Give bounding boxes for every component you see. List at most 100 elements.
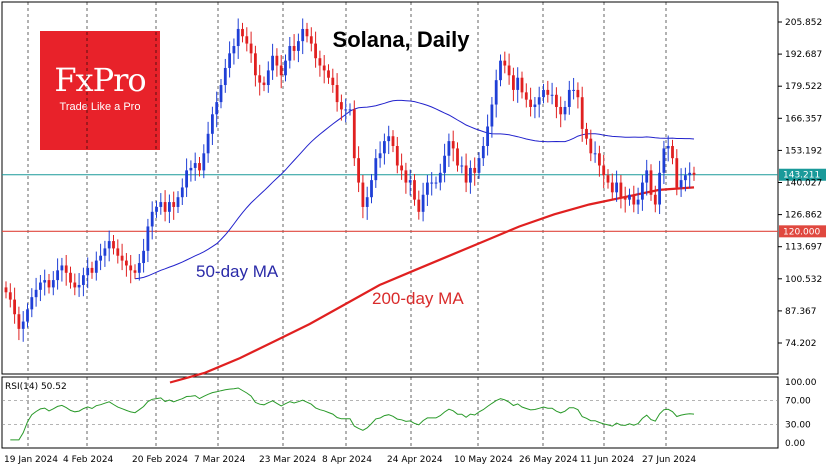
candle-body-down bbox=[305, 28, 309, 37]
candle-body-down bbox=[262, 82, 266, 86]
candle-body-up bbox=[176, 197, 180, 207]
rsi-label: RSI(14) 50.52 bbox=[5, 382, 67, 392]
candle-body-up bbox=[60, 265, 64, 271]
candle-body-down bbox=[675, 158, 679, 188]
candle-body-up bbox=[103, 248, 107, 256]
candle-body-down bbox=[327, 70, 330, 78]
candle-body-down bbox=[598, 153, 601, 166]
candle-body-down bbox=[580, 97, 584, 129]
candle-body-up bbox=[215, 102, 219, 115]
ma200-layer bbox=[169, 186, 695, 384]
candle-body-up bbox=[168, 202, 171, 212]
candle-body-up bbox=[297, 41, 300, 51]
candle-body-up bbox=[301, 28, 305, 42]
candle-body-up bbox=[550, 94, 554, 96]
candle-body-down bbox=[395, 145, 399, 166]
candle-body-up bbox=[39, 282, 42, 290]
candle-body-up bbox=[374, 158, 378, 181]
candle-body-up bbox=[537, 97, 541, 105]
candle-body-down bbox=[245, 36, 249, 44]
chart-frame bbox=[1, 1, 779, 449]
candle-body-up bbox=[684, 175, 687, 181]
candle-body-up bbox=[86, 267, 90, 276]
candle-body-down bbox=[503, 60, 507, 66]
candle-body-down bbox=[112, 241, 115, 249]
candle-body-up bbox=[344, 109, 348, 111]
candle-body-up bbox=[193, 163, 197, 168]
candle-body-down bbox=[404, 170, 408, 183]
candle-body-down bbox=[507, 65, 511, 76]
candle-body-up bbox=[666, 145, 670, 149]
candle-body-up bbox=[185, 170, 188, 188]
candle-body-down bbox=[585, 128, 588, 139]
candle-body-down bbox=[314, 43, 317, 59]
candle-body-down bbox=[546, 89, 550, 95]
candle-body-up bbox=[365, 197, 369, 207]
candle-body-down bbox=[163, 202, 167, 212]
candle-body-up bbox=[426, 182, 429, 195]
candle-body-down bbox=[391, 136, 395, 146]
x-tick-label: 11 Jun 2024 bbox=[580, 455, 634, 465]
candle-body-down bbox=[619, 182, 623, 198]
candle-body-down bbox=[589, 138, 593, 154]
candle-body-down bbox=[258, 75, 262, 83]
rsi-panel: 100.00 70.00 30.00 0.00 bbox=[2, 378, 817, 449]
candle-body-up bbox=[159, 202, 163, 207]
candle-body-down bbox=[90, 267, 94, 273]
candle-body-up bbox=[288, 46, 292, 61]
candle-body-up bbox=[516, 77, 520, 90]
candle-body-down bbox=[292, 46, 296, 51]
candle-body-down bbox=[254, 53, 257, 76]
candle-body-up bbox=[142, 250, 145, 264]
candle-body-up bbox=[636, 199, 640, 205]
y-tick-label: 192.687 bbox=[785, 50, 822, 60]
candle-body-up bbox=[460, 165, 464, 167]
candle-body-up bbox=[146, 226, 150, 251]
rsi-tick-label: 70.00 bbox=[785, 396, 811, 406]
candle-body-up bbox=[438, 172, 442, 183]
x-tick-label: 10 May 2024 bbox=[454, 455, 513, 465]
candle-body-down bbox=[576, 89, 580, 98]
candle-body-down bbox=[464, 165, 468, 183]
candle-body-up bbox=[563, 106, 567, 115]
candle-body-down bbox=[671, 145, 674, 159]
candle-body-up bbox=[228, 53, 231, 68]
candle-body-up bbox=[82, 275, 85, 285]
candle-body-up bbox=[56, 270, 59, 281]
candle-body-up bbox=[533, 104, 537, 107]
y-tick-label: 166.357 bbox=[785, 114, 822, 124]
candle-body-down bbox=[559, 106, 563, 115]
candle-body-down bbox=[116, 248, 120, 256]
ma50-layer bbox=[134, 99, 695, 280]
fxpro-logo: FxPro Trade Like a Pro bbox=[40, 31, 160, 150]
rsi-tick-label: 0.00 bbox=[785, 439, 805, 449]
candle-body-up bbox=[421, 194, 425, 212]
candle-body-down bbox=[413, 180, 416, 200]
candle-body-up bbox=[662, 148, 666, 173]
candle-body-down bbox=[69, 272, 72, 283]
x-tick-label: 19 Jan 2024 bbox=[4, 455, 58, 465]
rsi-tick-label: 30.00 bbox=[785, 421, 811, 431]
candle-body-down bbox=[456, 148, 459, 166]
x-tick-label: 27 Jun 2024 bbox=[642, 455, 696, 465]
candle-body-down bbox=[602, 165, 606, 176]
support-level-label: 120.000 bbox=[783, 227, 820, 237]
candle-body-down bbox=[400, 165, 403, 171]
candle-body-down bbox=[512, 75, 515, 90]
candle-body-up bbox=[434, 182, 438, 184]
candle-body-down bbox=[322, 65, 326, 71]
candle-body-up bbox=[137, 263, 141, 273]
ma200-annotation: 200-day MA bbox=[372, 289, 464, 308]
y-tick-label: 74.202 bbox=[785, 339, 817, 349]
candle-body-up bbox=[94, 260, 98, 273]
main-panel-border bbox=[1, 1, 779, 375]
y-tick-label: 153.192 bbox=[785, 146, 822, 156]
support-level-tag bbox=[779, 225, 826, 238]
candle-body-up bbox=[223, 67, 227, 86]
y-axis-labels: 205.852 192.687 179.522 166.357 153.192 140.0… bbox=[778, 18, 822, 349]
rsi-panel-border bbox=[1, 376, 779, 449]
x-tick-label: 26 May 2024 bbox=[519, 455, 578, 465]
candle-body-down bbox=[125, 260, 128, 266]
x-tick-label: 4 Feb 2024 bbox=[63, 455, 114, 465]
candle-body-up bbox=[189, 167, 193, 171]
